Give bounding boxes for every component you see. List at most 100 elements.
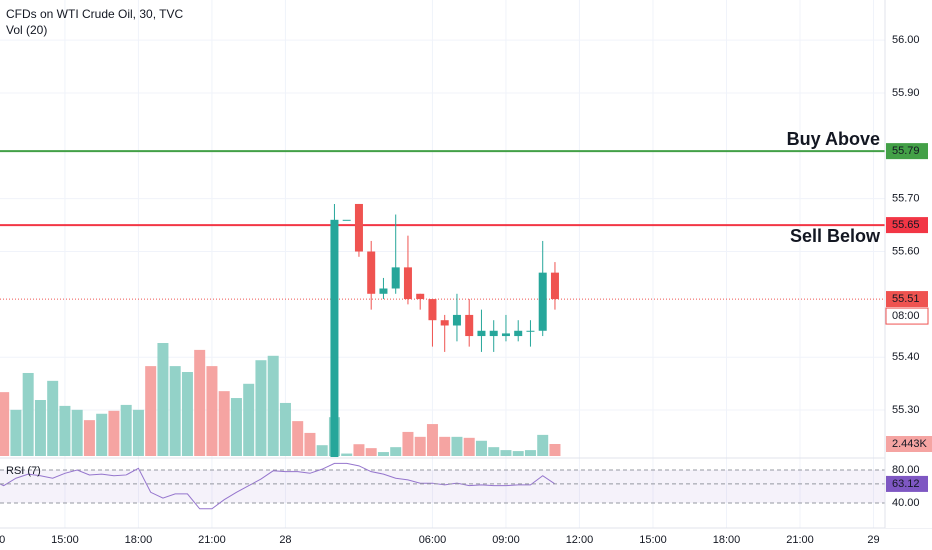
last-price-label: 55.51 xyxy=(892,293,920,305)
volume-bar xyxy=(47,380,59,456)
volume-bar xyxy=(341,453,353,456)
rsi-last-box xyxy=(886,475,928,492)
candle-body xyxy=(526,330,535,332)
volume-bar xyxy=(365,448,377,456)
volume-bar xyxy=(59,405,71,456)
level-price-box xyxy=(886,143,928,160)
volume-bar xyxy=(304,432,316,456)
volume-bar xyxy=(426,424,438,456)
candle-body xyxy=(452,314,461,326)
rsi-last-label: 63.12 xyxy=(892,478,920,490)
candle-body xyxy=(379,288,388,294)
rsi-line xyxy=(0,462,556,510)
candle-body xyxy=(440,320,449,326)
candle-body xyxy=(330,219,339,457)
rsi-legend: RSI (7) xyxy=(6,465,41,477)
volume-bar xyxy=(292,421,304,456)
level-price-box xyxy=(886,217,928,234)
y-tick-label: 55.30 xyxy=(892,404,920,416)
volume-bar xyxy=(377,452,389,456)
volume-bar xyxy=(206,366,218,456)
countdown-box xyxy=(885,307,929,325)
volume-bar xyxy=(316,445,328,456)
volume-bar xyxy=(524,450,536,456)
countdown-label: 08:00 xyxy=(892,310,920,322)
volume-bar xyxy=(22,372,34,456)
y-tick-label: 55.70 xyxy=(892,193,920,205)
volume-bar xyxy=(10,409,22,456)
y-tick-label: 55.90 xyxy=(892,87,920,99)
candle-body xyxy=(391,267,400,289)
volume-bar xyxy=(157,343,169,456)
volume-last-label: 2.443K xyxy=(892,438,928,450)
y-tick-label: 55.60 xyxy=(892,245,920,257)
candle-body xyxy=(477,330,486,337)
rsi-tick-label: 80.00 xyxy=(892,464,920,476)
volume-bar xyxy=(71,409,83,456)
x-tick-label: 12:00 xyxy=(0,534,5,546)
candle-body xyxy=(367,251,376,294)
volume-bar xyxy=(390,447,402,456)
axes: 12:00 15:00 18:00 21:00 28 06:00 09:00 12:00 15:… xyxy=(0,34,932,546)
x-tick-label: 12:00 xyxy=(566,534,594,546)
volume-bar xyxy=(439,436,451,456)
rsi-tick-label: 40.00 xyxy=(892,497,920,509)
volume-bar xyxy=(145,366,157,456)
volume-bar xyxy=(181,372,193,456)
x-tick-label: 21:00 xyxy=(786,534,814,546)
x-tick-label: 29 xyxy=(867,534,879,546)
candle-body xyxy=(416,293,425,300)
volume-bar xyxy=(169,366,181,456)
candle-body xyxy=(342,219,351,221)
grid xyxy=(0,0,885,528)
y-tick-label: 56.00 xyxy=(892,34,920,46)
volume-bar xyxy=(120,404,132,456)
level-price-label: 55.79 xyxy=(892,145,920,157)
x-tick-label: 18:00 xyxy=(125,534,153,546)
candle-body xyxy=(354,203,363,252)
volume-bar xyxy=(537,434,549,456)
volume-bar xyxy=(194,349,206,456)
volume-bar xyxy=(549,443,561,456)
volume-bar xyxy=(108,410,120,456)
rsi-pane xyxy=(0,462,885,510)
x-tick-label: 28 xyxy=(279,534,291,546)
candle-body xyxy=(489,330,498,337)
volume-bar xyxy=(451,436,463,456)
volume-last-box xyxy=(886,435,932,452)
y-tick-label: 55.40 xyxy=(892,351,920,363)
volume-bar xyxy=(414,436,426,456)
rsi-band xyxy=(0,469,885,503)
volume-bar xyxy=(96,413,108,456)
x-tick-label: 15:00 xyxy=(51,534,79,546)
last-price-box xyxy=(886,291,928,308)
price-pane xyxy=(0,150,885,457)
volume-bar xyxy=(255,360,267,456)
volume-bar xyxy=(34,400,46,456)
volume-bar xyxy=(279,402,291,456)
volume-bar xyxy=(402,431,414,456)
x-tick-label: 06:00 xyxy=(419,534,447,546)
volume-bar xyxy=(83,420,95,456)
volume-bar xyxy=(132,409,144,456)
volume-bar xyxy=(500,450,512,456)
volume-bar xyxy=(353,444,365,456)
x-tick-label: 15:00 xyxy=(639,534,667,546)
x-tick-label: 18:00 xyxy=(713,534,741,546)
volume-legend: Vol (20) xyxy=(6,23,47,37)
candle-body xyxy=(403,267,412,300)
volume-bar xyxy=(0,392,10,456)
volume-bar xyxy=(488,447,500,456)
level-price-label: 55.65 xyxy=(892,219,920,231)
volume-bar xyxy=(218,391,230,456)
candle-body xyxy=(465,314,474,337)
x-tick-label: 09:00 xyxy=(492,534,520,546)
level-annotation: Sell Below xyxy=(790,226,881,246)
candle-body xyxy=(428,299,437,321)
volume-bar xyxy=(267,355,279,456)
volume-bar xyxy=(230,398,242,456)
chart-title: CFDs on WTI Crude Oil, 30, TVC xyxy=(6,7,183,21)
candle-body xyxy=(501,333,510,337)
